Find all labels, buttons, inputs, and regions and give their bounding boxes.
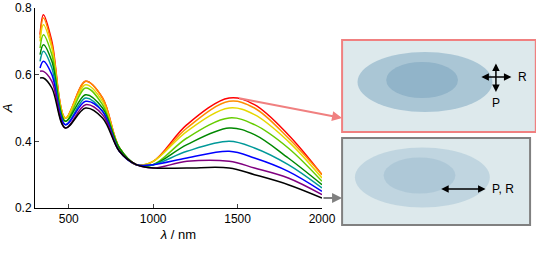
svg-text:A: A	[0, 104, 15, 114]
svg-text:0.6: 0.6	[15, 68, 32, 82]
svg-text:500: 500	[59, 212, 79, 226]
svg-text:1000: 1000	[140, 212, 167, 226]
svg-text:0.4: 0.4	[15, 135, 32, 149]
svg-text:1500: 1500	[224, 212, 251, 226]
svg-text:P, R: P, R	[492, 182, 514, 196]
svg-text:2000: 2000	[309, 212, 336, 226]
svg-text:P: P	[492, 96, 500, 110]
svg-text:R: R	[518, 70, 527, 84]
svg-text:0.8: 0.8	[15, 1, 32, 15]
svg-text:λ / nm: λ / nm	[160, 227, 196, 242]
svg-text:0.2: 0.2	[15, 201, 32, 215]
